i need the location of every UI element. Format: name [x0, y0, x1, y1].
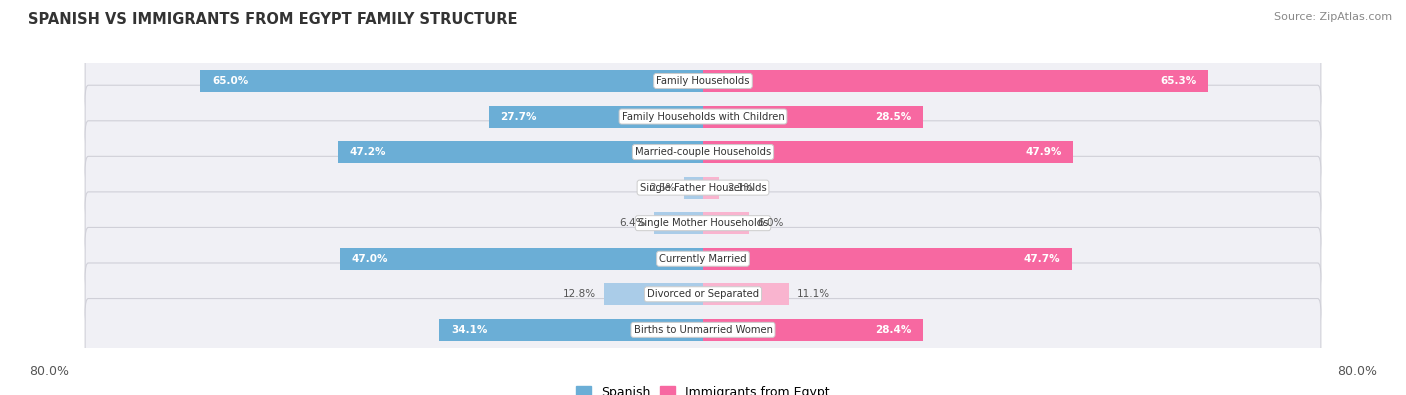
FancyBboxPatch shape — [86, 228, 1320, 290]
FancyBboxPatch shape — [86, 156, 1320, 219]
Bar — [683, 177, 703, 199]
Text: 65.0%: 65.0% — [212, 76, 249, 86]
Text: Single Mother Households: Single Mother Households — [638, 218, 768, 228]
FancyBboxPatch shape — [86, 192, 1320, 254]
Bar — [703, 105, 924, 128]
Text: 12.8%: 12.8% — [564, 289, 596, 299]
Text: 65.3%: 65.3% — [1160, 76, 1197, 86]
Bar — [703, 212, 749, 234]
Text: SPANISH VS IMMIGRANTS FROM EGYPT FAMILY STRUCTURE: SPANISH VS IMMIGRANTS FROM EGYPT FAMILY … — [28, 12, 517, 27]
FancyBboxPatch shape — [86, 85, 1320, 148]
Text: Married-couple Households: Married-couple Households — [636, 147, 770, 157]
Bar — [340, 248, 703, 270]
Bar — [439, 319, 703, 341]
FancyBboxPatch shape — [86, 50, 1320, 112]
Text: 6.4%: 6.4% — [619, 218, 645, 228]
Bar — [703, 70, 1208, 92]
Text: 11.1%: 11.1% — [797, 289, 830, 299]
Text: 47.7%: 47.7% — [1024, 254, 1060, 264]
Text: 80.0%: 80.0% — [30, 365, 69, 378]
Bar — [337, 141, 703, 163]
Text: 47.9%: 47.9% — [1025, 147, 1062, 157]
Text: Currently Married: Currently Married — [659, 254, 747, 264]
Bar — [703, 248, 1071, 270]
Bar — [654, 212, 703, 234]
Bar — [489, 105, 703, 128]
Bar — [605, 283, 703, 305]
Bar — [703, 319, 922, 341]
Text: Divorced or Separated: Divorced or Separated — [647, 289, 759, 299]
Text: 2.1%: 2.1% — [727, 182, 754, 193]
Bar — [703, 141, 1073, 163]
Text: 47.0%: 47.0% — [352, 254, 388, 264]
Text: 2.5%: 2.5% — [650, 182, 676, 193]
Text: 47.2%: 47.2% — [350, 147, 387, 157]
Text: Family Households: Family Households — [657, 76, 749, 86]
Legend: Spanish, Immigrants from Egypt: Spanish, Immigrants from Egypt — [571, 381, 835, 395]
FancyBboxPatch shape — [86, 299, 1320, 361]
Text: Births to Unmarried Women: Births to Unmarried Women — [634, 325, 772, 335]
Text: 28.4%: 28.4% — [875, 325, 911, 335]
Text: Family Households with Children: Family Households with Children — [621, 111, 785, 122]
Text: 34.1%: 34.1% — [451, 325, 488, 335]
Bar — [703, 283, 789, 305]
Bar — [201, 70, 703, 92]
Text: 28.5%: 28.5% — [876, 111, 912, 122]
Text: 6.0%: 6.0% — [758, 218, 783, 228]
FancyBboxPatch shape — [86, 263, 1320, 325]
Text: 27.7%: 27.7% — [501, 111, 537, 122]
FancyBboxPatch shape — [86, 121, 1320, 183]
Text: Single Father Households: Single Father Households — [640, 182, 766, 193]
Text: Source: ZipAtlas.com: Source: ZipAtlas.com — [1274, 12, 1392, 22]
Bar — [703, 177, 720, 199]
Text: 80.0%: 80.0% — [1337, 365, 1376, 378]
